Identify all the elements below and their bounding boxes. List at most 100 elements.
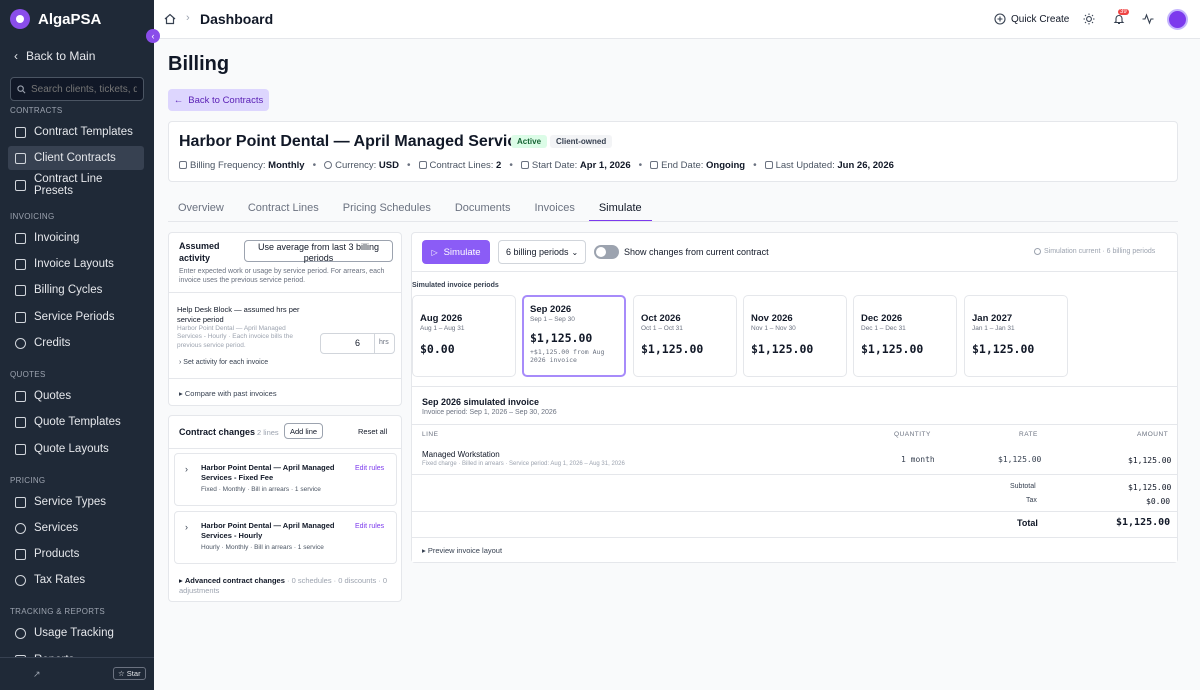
meta-label: Last Updated: (775, 160, 835, 171)
sidebar-item-label: Billing Cycles (34, 284, 103, 296)
sidebar-item-credits[interactable]: Credits (8, 331, 144, 355)
tab-invoices[interactable]: Invoices (534, 202, 575, 214)
sidebar-item-service-types[interactable]: Service Types (8, 490, 144, 514)
triangle-right-icon: ▸ (179, 389, 183, 398)
sidebar-item-label: Products (34, 548, 80, 560)
line-desc: Fixed charge · Billed in arrears · Servi… (422, 461, 625, 467)
sidebar-item-contract-templates[interactable]: Contract Templates (8, 120, 144, 144)
sidebar-item-label: Usage Tracking (34, 627, 114, 639)
use-average-button[interactable]: Use average from last 3 billing periods (244, 240, 393, 263)
chevron-right-icon: › (186, 12, 190, 24)
section-pricing: PRICING (10, 476, 46, 485)
sidebar-item-usage-tracking[interactable]: Usage Tracking (8, 621, 144, 645)
sidebar-item-label: Tax Rates (34, 574, 86, 586)
quick-create-label: Quick Create (1011, 13, 1070, 25)
billing-periods-select[interactable]: 6 billing periods ⌄ (498, 240, 586, 264)
sidebar-item-invoice-layouts[interactable]: Invoice Layouts (8, 252, 144, 276)
chevron-right-icon[interactable]: › (185, 464, 188, 474)
collapse-sidebar-button[interactable]: ‹ (146, 29, 160, 43)
contract-line-row[interactable]: › Harbor Point Dental — April Managed Se… (174, 453, 397, 506)
preview-invoice-layout-toggle[interactable]: ▸ Preview invoice layout (422, 546, 502, 555)
compare-past-invoices-toggle[interactable]: ▸ Compare with past invoices (179, 389, 277, 398)
contract-line-meta: Hourly · Monthly · Bill in arrears · 1 s… (201, 544, 324, 551)
tab-contract-lines[interactable]: Contract Lines (247, 202, 319, 214)
divider (412, 537, 1177, 538)
sidebar-item-quote-templates[interactable]: Quote Templates (8, 410, 144, 434)
advanced-changes-label: Advanced contract changes (184, 576, 285, 585)
plus-circle-icon (994, 13, 1006, 25)
line-name: Managed Workstation (422, 450, 500, 459)
template-icon (15, 416, 26, 428)
sidebar-item-service-periods[interactable]: Service Periods (8, 305, 144, 329)
hours-field[interactable]: 6 hrs (320, 333, 395, 354)
contract-changes-title: Contract changes (179, 427, 256, 437)
reset-all-button[interactable]: Reset all (358, 427, 388, 436)
sidebar-search[interactable] (10, 77, 144, 101)
external-link-icon[interactable]: ↗ (33, 669, 41, 679)
sidebar-search-input[interactable] (31, 83, 137, 95)
tab-overview[interactable]: Overview (178, 202, 224, 214)
top-bar: › Dashboard Quick Create 39 (154, 0, 1200, 39)
back-to-main-link[interactable]: ‹ Back to Main (14, 49, 95, 63)
user-avatar[interactable] (1167, 9, 1188, 30)
sidebar-item-billing-cycles[interactable]: Billing Cycles (8, 278, 144, 302)
sidebar-item-client-contracts[interactable]: Client Contracts (8, 146, 144, 170)
divider (412, 424, 1177, 425)
period-amount: $0.00 (420, 342, 455, 356)
add-line-button[interactable]: Add line (284, 423, 323, 439)
sidebar-item-label: Invoicing (34, 232, 80, 244)
edit-rules-link[interactable]: Edit rules (355, 465, 385, 472)
contract-line-row[interactable]: › Harbor Point Dental — April Managed Se… (174, 511, 397, 564)
sidebar-footer: ↗ ☆ Star (0, 657, 154, 690)
tab-simulate[interactable]: Simulate (588, 198, 652, 222)
sun-icon[interactable] (1083, 13, 1095, 25)
layers-icon (15, 496, 26, 508)
coins-icon (15, 337, 26, 349)
tab-pricing-schedules[interactable]: Pricing Schedules (342, 202, 431, 214)
edit-rules-link[interactable]: Edit rules (355, 523, 385, 530)
sidebar-item-invoicing[interactable]: Invoicing (8, 226, 144, 250)
period-range: Jan 1 – Jan 31 (972, 325, 1015, 332)
end-date-value: Ongoing (706, 160, 746, 171)
sidebar-item-label: Contract Line Presets (34, 173, 103, 197)
period-card[interactable]: Dec 2026 Dec 1 – Dec 31 $1,125.00 (853, 295, 957, 377)
chevron-right-icon[interactable]: › (185, 522, 188, 532)
sidebar-item-quotes[interactable]: Quotes (8, 384, 144, 408)
bell-icon[interactable] (1113, 13, 1125, 25)
calendar-icon (179, 161, 187, 169)
sidebar-item-quote-layouts[interactable]: Quote Layouts (8, 437, 144, 461)
home-icon[interactable] (164, 13, 176, 25)
period-card[interactable]: Jan 2027 Jan 1 – Jan 31 $1,125.00 (964, 295, 1068, 377)
simulate-button[interactable]: ▷ Simulate (422, 240, 490, 264)
set-per-invoice-toggle[interactable]: › Set activity for each invoice (179, 359, 268, 366)
show-changes-toggle[interactable] (594, 245, 619, 259)
section-invoicing: INVOICING (10, 212, 55, 221)
contract-summary-card: Harbor Point Dental — April Managed Serv… (168, 121, 1178, 182)
simulation-status-text: Simulation current · 6 billing periods (1044, 248, 1156, 255)
hours-input[interactable]: 6 (355, 338, 361, 348)
tab-documents[interactable]: Documents (454, 202, 511, 214)
sidebar-item-tax-rates[interactable]: Tax Rates (8, 568, 144, 592)
activity-icon[interactable] (1142, 13, 1154, 25)
period-card[interactable]: Oct 2026 Oct 1 – Oct 31 $1,125.00 (633, 295, 737, 377)
document-icon (15, 390, 26, 402)
page-title: Billing (168, 53, 230, 75)
period-card[interactable]: Nov 2026 Nov 1 – Nov 30 $1,125.00 (743, 295, 847, 377)
clock-calendar-icon (764, 161, 773, 169)
back-to-contracts-button[interactable]: ← Back to Contracts (168, 89, 269, 111)
sidebar-item-products[interactable]: Products (8, 542, 144, 566)
tax-label: Tax (1026, 497, 1037, 504)
period-delta: +$1,125.00 from Aug 2026 invoice (530, 348, 605, 365)
quick-create-button[interactable]: Quick Create (994, 13, 1069, 25)
github-star-button[interactable]: ☆ Star (113, 667, 146, 680)
brand[interactable]: AlgaPSA (10, 9, 101, 29)
breadcrumb-current: Dashboard (200, 11, 274, 27)
sidebar-item-contract-line-presets[interactable]: Contract Line Presets (8, 173, 144, 197)
period-card-selected[interactable]: Sep 2026 Sep 1 – Sep 30 $1,125.00 +$1,12… (522, 295, 626, 377)
currency-icon (324, 161, 333, 169)
period-amount: $1,125.00 (861, 342, 924, 356)
assumed-activity-card: Assumed activity Use average from last 3… (168, 232, 402, 406)
sidebar-item-services[interactable]: Services (8, 516, 144, 540)
advanced-contract-changes-toggle[interactable]: ▸ Advanced contract changes · 0 schedule… (179, 576, 394, 596)
period-card[interactable]: Aug 2026 Aug 1 – Aug 31 $0.00 (412, 295, 516, 377)
